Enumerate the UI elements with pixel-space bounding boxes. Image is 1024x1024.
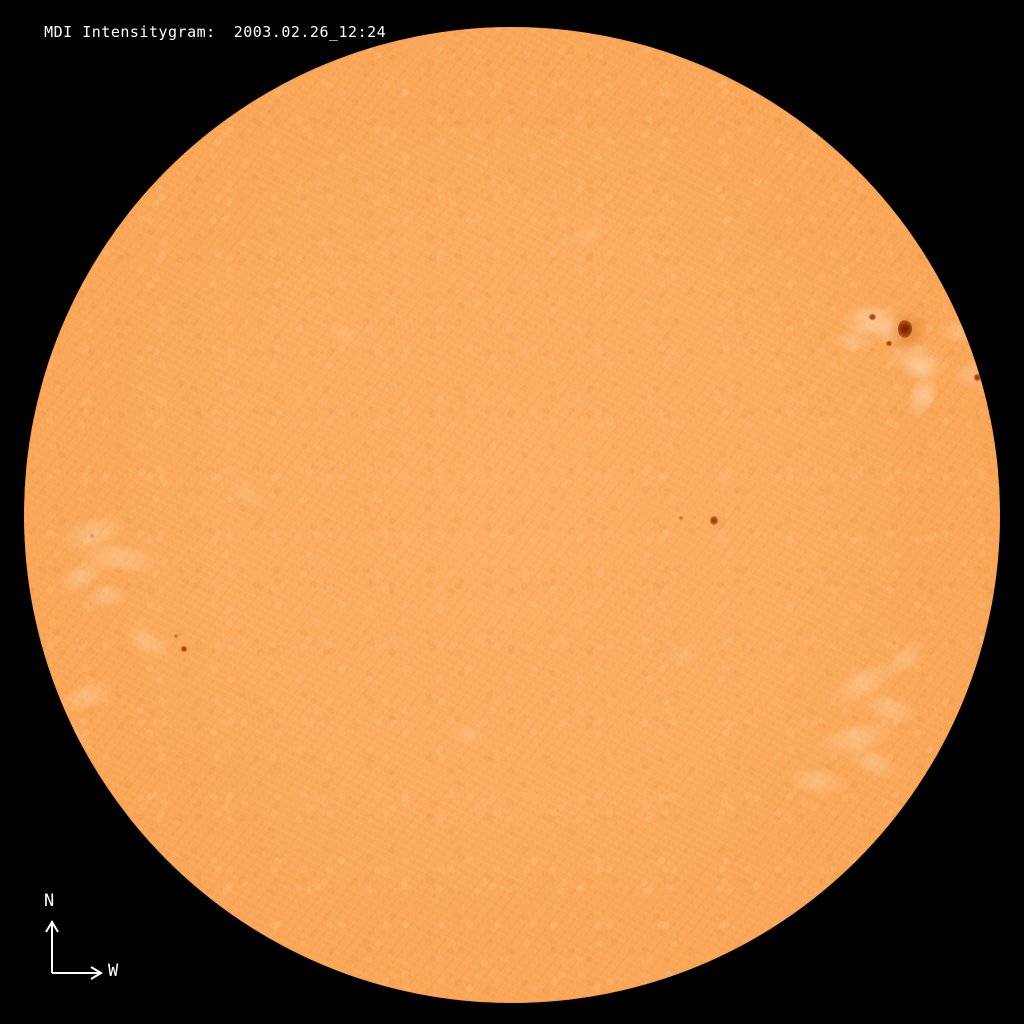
facula-sw-net-b	[856, 690, 924, 728]
observation-timestamp: 2003.02.26_12:24	[233, 23, 387, 41]
pore-west-limb	[974, 374, 981, 381]
facula-east-net-a	[56, 511, 130, 555]
sunspot-umbra-main	[898, 320, 912, 338]
facula-east-net-e	[119, 619, 175, 665]
facula-east-net-b	[74, 539, 166, 577]
instrument-label: MDI Intensitygram:	[44, 23, 216, 41]
facula-nw-plage-d	[900, 358, 944, 378]
compass-north-label: N	[44, 891, 55, 911]
facula-sw-net-a	[823, 655, 903, 713]
facula-sw-net-d	[842, 741, 904, 785]
facula-nw-plage-f	[938, 323, 978, 341]
facula-sw-net-c	[812, 718, 902, 758]
facula-nw-plage-b	[870, 320, 920, 342]
facula-nw-plage-g	[954, 363, 990, 387]
facula-mid-e	[223, 474, 273, 516]
pore-east-network	[90, 534, 94, 538]
facula-mid-d	[662, 637, 708, 673]
sunspot-pore-nw-trailing	[886, 341, 892, 346]
facula-sw-net-f	[782, 766, 852, 796]
sunspot-pore-nw-secondary	[869, 314, 876, 320]
facula-mid-b	[562, 219, 616, 251]
pore-equatorial-faint	[679, 516, 683, 520]
orientation-compass: N W	[30, 890, 160, 990]
pore-equatorial-main	[710, 516, 718, 525]
facula-nw-plage-e	[830, 332, 876, 350]
facula-nw-plage-c	[884, 343, 942, 369]
compass-axes-icon	[45, 920, 103, 980]
pore-east-a	[181, 646, 187, 652]
facula-nw-strand-a	[904, 370, 942, 420]
compass-west-label: W	[108, 961, 119, 981]
solar-disk	[24, 27, 1000, 1003]
facula-mid-a	[322, 318, 370, 352]
facula-east-net-f	[52, 675, 120, 719]
facula-east-net-g	[40, 719, 96, 753]
sunspot-penumbra-main	[888, 313, 926, 351]
image-header: MDI Intensitygram: 2003.02.26_12:24	[6, 2, 386, 62]
granulation-texture-coarse	[24, 27, 1000, 1003]
facula-mid-c	[442, 722, 492, 748]
facula-sw-net-e	[880, 634, 932, 682]
pore-east-b	[174, 634, 178, 638]
facula-east-net-d	[84, 587, 130, 605]
facula-nw-plage-a	[840, 308, 902, 334]
granulation-texture-fine	[24, 27, 1000, 1003]
facula-east-net-c	[50, 554, 112, 600]
